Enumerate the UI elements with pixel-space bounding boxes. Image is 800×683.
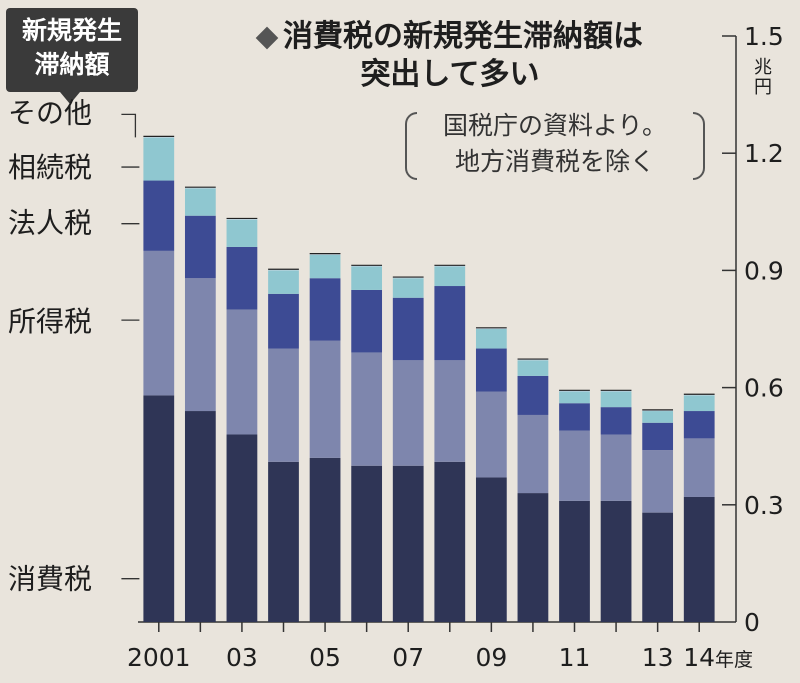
title-line-2: 突出して多い: [360, 57, 540, 92]
bar-segment-法人税: [268, 293, 299, 349]
y-tick-label: 0: [744, 608, 760, 637]
bar-segment-法人税: [475, 348, 507, 392]
bar-segment-所得税: [351, 352, 383, 466]
bar-segment-法人税: [600, 407, 632, 435]
bar-segment-消費税: [184, 411, 216, 622]
title-line-1: 消費税の新規発生滞納額は: [283, 19, 643, 54]
bar-segment-相続税: [642, 411, 674, 423]
bar-segment-消費税: [683, 496, 715, 622]
series-pointer-その他: [121, 113, 137, 138]
bar-segment-所得税: [268, 348, 299, 462]
badge-pointer: [60, 92, 80, 104]
bar-segment-法人税: [392, 297, 424, 361]
bar-segment-相続税: [559, 391, 590, 404]
bar-segment-消費税: [642, 512, 674, 622]
y-tick-label: 1.5: [744, 22, 784, 51]
bar-segment-相続税: [434, 266, 466, 287]
x-tick-label: 05: [309, 643, 341, 672]
bar-segment-法人税: [143, 180, 175, 251]
series-label-法人税: 法人税: [8, 207, 92, 240]
bar-segment-相続税: [517, 360, 549, 376]
bar-segment-相続税: [392, 278, 424, 298]
bar-segment-所得税: [309, 340, 341, 458]
bar-segment-所得税: [143, 250, 175, 396]
source-line-2: 地方消費税を除く: [454, 147, 655, 176]
bar-segment-所得税: [226, 309, 258, 435]
bar-segment-法人税: [642, 422, 674, 451]
badge-line-1: 新規発生: [21, 16, 122, 45]
bar-segment-法人税: [683, 411, 715, 439]
bar-segment-消費税: [309, 457, 341, 622]
y-tick-label: 1.2: [744, 139, 784, 168]
series-label-消費税: 消費税: [8, 563, 92, 596]
bar-segment-法人税: [309, 278, 341, 341]
series-label-その他: その他: [8, 96, 92, 129]
unit-bottom: 円: [754, 77, 772, 98]
bar-segment-所得税: [600, 434, 632, 501]
unit-top: 兆: [754, 57, 772, 78]
bar-segment-消費税: [475, 477, 507, 622]
source-note: 国税庁の資料より。 地方消費税を除く: [405, 108, 705, 180]
series-label-所得税: 所得税: [8, 305, 92, 338]
bar-segment-所得税: [184, 278, 216, 412]
bar-segment-相続税: [351, 266, 383, 290]
bar-segment-相続税: [268, 270, 299, 294]
y-tick-label: 0.6: [744, 374, 784, 403]
x-tick-label: 09: [475, 643, 507, 672]
bar-segment-所得税: [392, 360, 424, 466]
bar-segment-相続税: [184, 188, 216, 216]
bar-segment-所得税: [683, 438, 715, 497]
bar-segment-所得税: [434, 360, 466, 462]
bar-segment-法人税: [184, 215, 216, 279]
bar-segment-消費税: [434, 461, 466, 622]
x-tick-label: 03: [226, 643, 258, 672]
y-tick-label: 0.9: [744, 256, 784, 285]
bar-segment-消費税: [517, 493, 549, 622]
bar-segment-相続税: [600, 391, 632, 408]
bar-segment-法人税: [559, 403, 590, 431]
y-tick-label: 0.3: [744, 491, 784, 520]
bar-segment-所得税: [559, 430, 590, 501]
bar-segment-相続税: [226, 219, 258, 247]
bar-segment-法人税: [517, 375, 549, 415]
series-label-相続税: 相続税: [8, 151, 92, 184]
badge-line-2: 滞納額: [34, 50, 110, 79]
bar-segment-消費税: [351, 465, 383, 622]
bar-segment-消費税: [559, 500, 590, 622]
bar-segment-法人税: [351, 289, 383, 353]
bar-segment-消費税: [143, 395, 175, 622]
bar-segment-相続税: [309, 254, 341, 279]
bar-segment-消費税: [600, 500, 632, 622]
x-tick-label: 11: [559, 643, 591, 672]
y-axis-unit: 兆 円: [752, 58, 774, 98]
bar-segment-所得税: [517, 414, 549, 494]
bar-segment-法人税: [226, 246, 258, 310]
bar-segment-相続税: [475, 329, 507, 349]
x-tick-label: 14年度: [683, 643, 753, 672]
bar-segment-法人税: [434, 286, 466, 361]
x-tick-label: 07: [392, 643, 424, 672]
x-tick-label: 13: [642, 643, 674, 672]
bar-segment-相続税: [143, 137, 175, 181]
chart-title: 消費税の新規発生滞納額は 突出して多い: [180, 18, 720, 94]
bar-segment-消費税: [226, 434, 258, 622]
x-tick-label: 2001: [127, 643, 191, 672]
bar-segment-所得税: [475, 391, 507, 478]
bar-segment-消費税: [392, 465, 424, 622]
source-line-1: 国税庁の資料より。: [442, 111, 667, 140]
bar-segment-所得税: [642, 450, 674, 513]
chart-badge: 新規発生 滞納額: [6, 8, 138, 92]
bar-segment-相続税: [683, 395, 715, 412]
bar-segment-消費税: [268, 461, 299, 622]
